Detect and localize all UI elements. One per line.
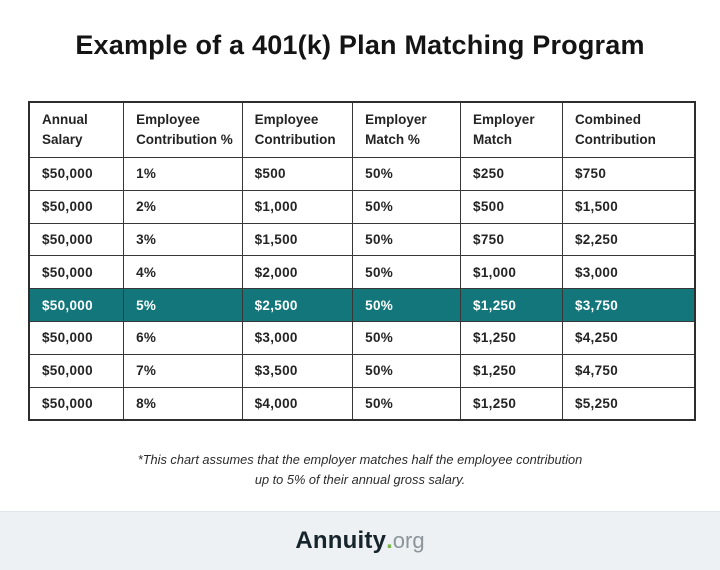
table-row: $50,000 8% $4,000 50% $1,250 $5,250 — [28, 386, 696, 421]
cell-employee-contribution: $3,000 — [241, 320, 354, 355]
cell-employer-match: $1,250 — [460, 353, 563, 388]
cell-employer-match: $500 — [460, 189, 563, 224]
cell-employee-contribution-pct: 6% — [123, 320, 243, 355]
table-row: $50,000 3% $1,500 50% $750 $2,250 — [28, 222, 696, 257]
cell-employer-match-pct: 50% — [352, 255, 462, 290]
cell-employer-match: $1,250 — [460, 288, 563, 322]
header-combined-contribution: Combined Contribution — [561, 101, 696, 158]
cell-annual-salary: $50,000 — [28, 320, 125, 355]
cell-employer-match-pct: 50% — [352, 288, 462, 322]
header-employee-contribution-pct: Employee Contribution % — [123, 101, 243, 158]
logo-tld-text: org — [392, 528, 425, 553]
cell-combined-contribution: $5,250 — [561, 386, 696, 421]
cell-annual-salary: $50,000 — [28, 353, 125, 388]
cell-annual-salary: $50,000 — [28, 222, 125, 257]
matching-table: Annual Salary Employee Contribution % Em… — [28, 101, 696, 422]
cell-employee-contribution-pct: 2% — [123, 189, 243, 224]
cell-employee-contribution-pct: 1% — [123, 157, 243, 191]
cell-employer-match-pct: 50% — [352, 386, 462, 421]
table-row: $50,000 2% $1,000 50% $500 $1,500 — [28, 189, 696, 224]
table-row: $50,000 7% $3,500 50% $1,250 $4,750 — [28, 353, 696, 388]
cell-employee-contribution: $1,000 — [241, 189, 354, 224]
cell-annual-salary: $50,000 — [28, 255, 125, 290]
table-header-row: Annual Salary Employee Contribution % Em… — [28, 101, 696, 158]
cell-employee-contribution: $3,500 — [241, 353, 354, 388]
cell-combined-contribution: $1,500 — [561, 189, 696, 224]
cell-annual-salary: $50,000 — [28, 386, 125, 421]
cell-combined-contribution: $2,250 — [561, 222, 696, 257]
table-row: $50,000 1% $500 50% $250 $750 — [28, 157, 696, 191]
cell-employee-contribution-pct: 8% — [123, 386, 243, 421]
cell-combined-contribution: $4,750 — [561, 353, 696, 388]
cell-employee-contribution-pct: 5% — [123, 288, 243, 322]
cell-annual-salary: $50,000 — [28, 288, 125, 322]
page-title: Example of a 401(k) Plan Matching Progra… — [75, 30, 645, 60]
cell-employee-contribution-pct: 3% — [123, 222, 243, 257]
header-employee-contribution: Employee Contribution — [241, 101, 354, 158]
matching-table-container: Annual Salary Employee Contribution % Em… — [28, 101, 696, 422]
cell-combined-contribution: $3,750 — [561, 288, 696, 322]
header-employer-match: Employer Match — [460, 101, 563, 158]
cell-employee-contribution-pct: 4% — [123, 255, 243, 290]
logo-brand-text: Annuity — [295, 527, 387, 554]
table-row: $50,000 6% $3,000 50% $1,250 $4,250 — [28, 320, 696, 355]
cell-combined-contribution: $4,250 — [561, 320, 696, 355]
cell-employer-match: $750 — [460, 222, 563, 257]
cell-employee-contribution: $500 — [241, 157, 354, 191]
header-annual-salary: Annual Salary — [28, 101, 125, 158]
cell-employer-match-pct: 50% — [352, 157, 462, 191]
header-employer-match-pct: Employer Match % — [352, 101, 462, 158]
table-row-highlighted: $50,000 5% $2,500 50% $1,250 $3,750 — [28, 288, 696, 322]
cell-employer-match-pct: 50% — [352, 222, 462, 257]
cell-employee-contribution: $4,000 — [241, 386, 354, 421]
cell-combined-contribution: $3,000 — [561, 255, 696, 290]
cell-employee-contribution-pct: 7% — [123, 353, 243, 388]
logo-dot: . — [386, 527, 393, 554]
cell-employer-match: $250 — [460, 157, 563, 191]
table-row: $50,000 4% $2,000 50% $1,000 $3,000 — [28, 255, 696, 290]
footnote: *This chart assumes that the employer ma… — [137, 452, 583, 488]
cell-employer-match: $1,250 — [460, 320, 563, 355]
cell-employer-match: $1,000 — [460, 255, 563, 290]
cell-employer-match: $1,250 — [460, 386, 563, 421]
cell-employer-match-pct: 50% — [352, 353, 462, 388]
annuity-logo: Annuity.org — [295, 529, 424, 553]
footer-band: Annuity.org — [0, 511, 720, 570]
cell-combined-contribution: $750 — [561, 157, 696, 191]
cell-employer-match-pct: 50% — [352, 189, 462, 224]
cell-annual-salary: $50,000 — [28, 189, 125, 224]
cell-employer-match-pct: 50% — [352, 320, 462, 355]
cell-employee-contribution: $2,500 — [241, 288, 354, 322]
cell-employee-contribution: $2,000 — [241, 255, 354, 290]
cell-employee-contribution: $1,500 — [241, 222, 354, 257]
cell-annual-salary: $50,000 — [28, 157, 125, 191]
